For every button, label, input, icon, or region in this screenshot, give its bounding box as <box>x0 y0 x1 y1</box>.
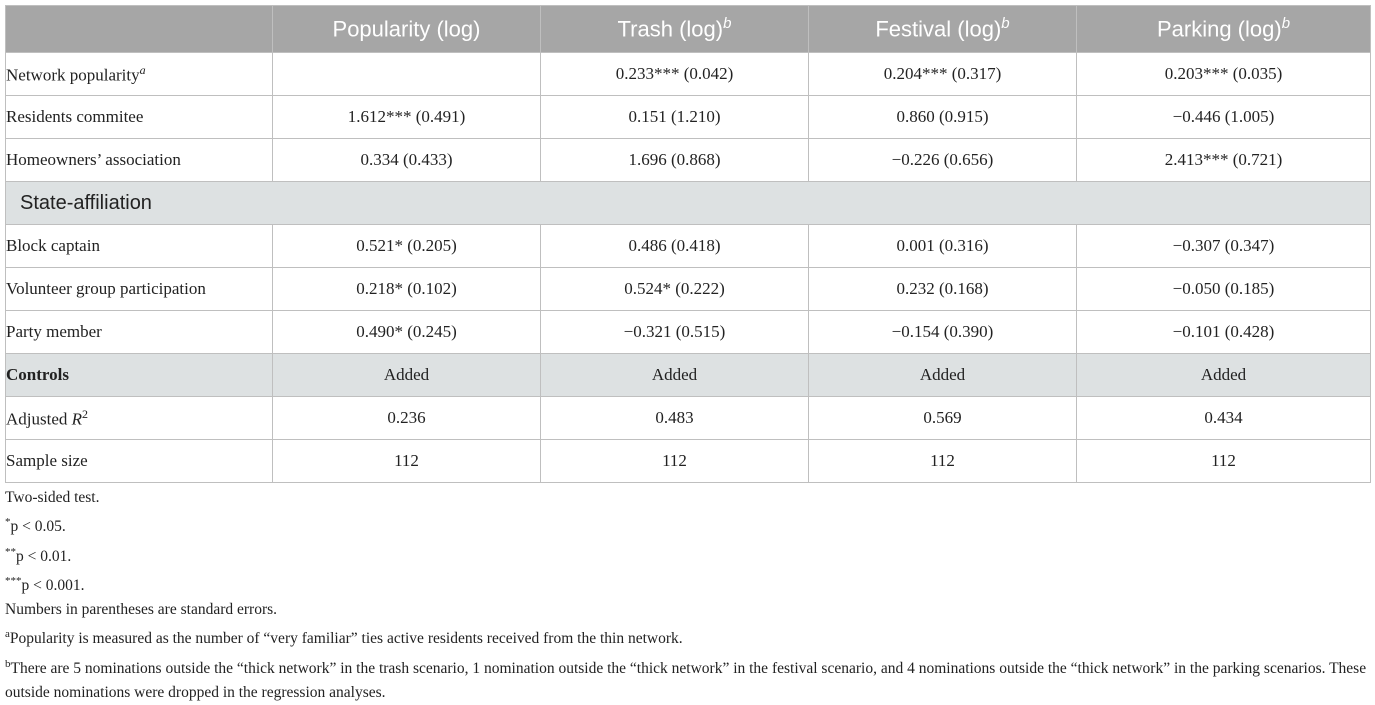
table-footnotes: Two-sided test. *p < 0.05. **p < 0.01. *… <box>5 486 1370 705</box>
row-sample-size: Sample size 112 112 112 112 <box>5 439 1371 483</box>
row-party-member: Party member 0.490* (0.245) −0.321 (0.51… <box>5 310 1371 354</box>
header-festival: Festival (log)b <box>808 5 1077 53</box>
cell: 0.860 (0.915) <box>808 95 1077 139</box>
cell: −0.307 (0.347) <box>1076 224 1371 268</box>
cell: 0.483 <box>540 396 809 440</box>
cell: 112 <box>1076 439 1371 483</box>
cell: 0.334 (0.433) <box>272 138 541 182</box>
cell: 0.218* (0.102) <box>272 267 541 311</box>
header-corner <box>5 5 273 53</box>
cell: 0.434 <box>1076 396 1371 440</box>
row-residents-committee: Residents commitee 1.612*** (0.491) 0.15… <box>5 95 1371 139</box>
cell: −0.226 (0.656) <box>808 138 1077 182</box>
cell: 0.203*** (0.035) <box>1076 52 1371 96</box>
header-popularity: Popularity (log) <box>272 5 541 53</box>
cell: 0.233*** (0.042) <box>540 52 809 96</box>
row-label: Sample size <box>5 439 273 483</box>
regression-table-container: Popularity (log) Trash (log)b Festival (… <box>5 5 1371 705</box>
row-label: Adjusted R2 <box>5 396 273 440</box>
cell <box>272 52 541 96</box>
cell: 0.001 (0.316) <box>808 224 1077 268</box>
row-volunteer-group: Volunteer group participation 0.218* (0.… <box>5 267 1371 311</box>
section-title: State-affiliation <box>5 181 1371 225</box>
header-parking: Parking (log)b <box>1076 5 1371 53</box>
row-label: Homeowners’ association <box>5 138 273 182</box>
cell: 0.236 <box>272 396 541 440</box>
row-network-popularity: Network popularitya 0.233*** (0.042) 0.2… <box>5 52 1371 96</box>
cell: 0.490* (0.245) <box>272 310 541 354</box>
cell: 112 <box>808 439 1077 483</box>
cell: 112 <box>272 439 541 483</box>
cell: 1.696 (0.868) <box>540 138 809 182</box>
cell: 0.486 (0.418) <box>540 224 809 268</box>
header-trash: Trash (log)b <box>540 5 809 53</box>
row-label: Residents commitee <box>5 95 273 139</box>
note-p01: **p < 0.01. <box>5 545 72 565</box>
note-p05: *p < 0.05. <box>5 516 66 536</box>
cell: Added <box>272 353 541 397</box>
row-adjusted-r2: Adjusted R2 0.236 0.483 0.569 0.434 <box>5 396 1371 440</box>
note-p001: ***p < 0.001. <box>5 574 85 595</box>
cell: −0.050 (0.185) <box>1076 267 1371 311</box>
cell: 2.413*** (0.721) <box>1076 138 1371 182</box>
cell: 0.151 (1.210) <box>540 95 809 139</box>
row-block-captain: Block captain 0.521* (0.205) 0.486 (0.41… <box>5 224 1371 268</box>
row-label: Party member <box>5 310 273 354</box>
cell: −0.321 (0.515) <box>540 310 809 354</box>
cell: Added <box>1076 353 1371 397</box>
note-parentheses: Numbers in parentheses are standard erro… <box>5 601 278 619</box>
cell: Added <box>808 353 1077 397</box>
regression-table: Popularity (log) Trash (log)b Festival (… <box>5 5 1371 483</box>
cell: 0.521* (0.205) <box>272 224 541 268</box>
row-label: Network popularitya <box>5 52 273 96</box>
row-label: Block captain <box>5 224 273 268</box>
note-a: aPopularity is measured as the number of… <box>5 628 683 648</box>
cell: −0.446 (1.005) <box>1076 95 1371 139</box>
cell: 0.204*** (0.317) <box>808 52 1077 96</box>
row-label: Controls <box>5 353 273 397</box>
cell: Added <box>540 353 809 397</box>
cell: 0.569 <box>808 396 1077 440</box>
cell: −0.101 (0.428) <box>1076 310 1371 354</box>
note-b: bThere are 5 nominations outside the “th… <box>5 657 1367 702</box>
cell: 0.232 (0.168) <box>808 267 1077 311</box>
section-row-state-affiliation: State-affiliation <box>5 181 1371 225</box>
cell: 0.524* (0.222) <box>540 267 809 311</box>
row-homeowners-association: Homeowners’ association 0.334 (0.433) 1.… <box>5 138 1371 182</box>
row-label: Volunteer group participation <box>5 267 273 311</box>
cell: 1.612*** (0.491) <box>272 95 541 139</box>
row-controls: Controls Added Added Added Added <box>5 353 1371 397</box>
header-row: Popularity (log) Trash (log)b Festival (… <box>5 5 1371 53</box>
cell: 112 <box>540 439 809 483</box>
note-two-sided: Two-sided test. <box>5 489 100 506</box>
cell: −0.154 (0.390) <box>808 310 1077 354</box>
